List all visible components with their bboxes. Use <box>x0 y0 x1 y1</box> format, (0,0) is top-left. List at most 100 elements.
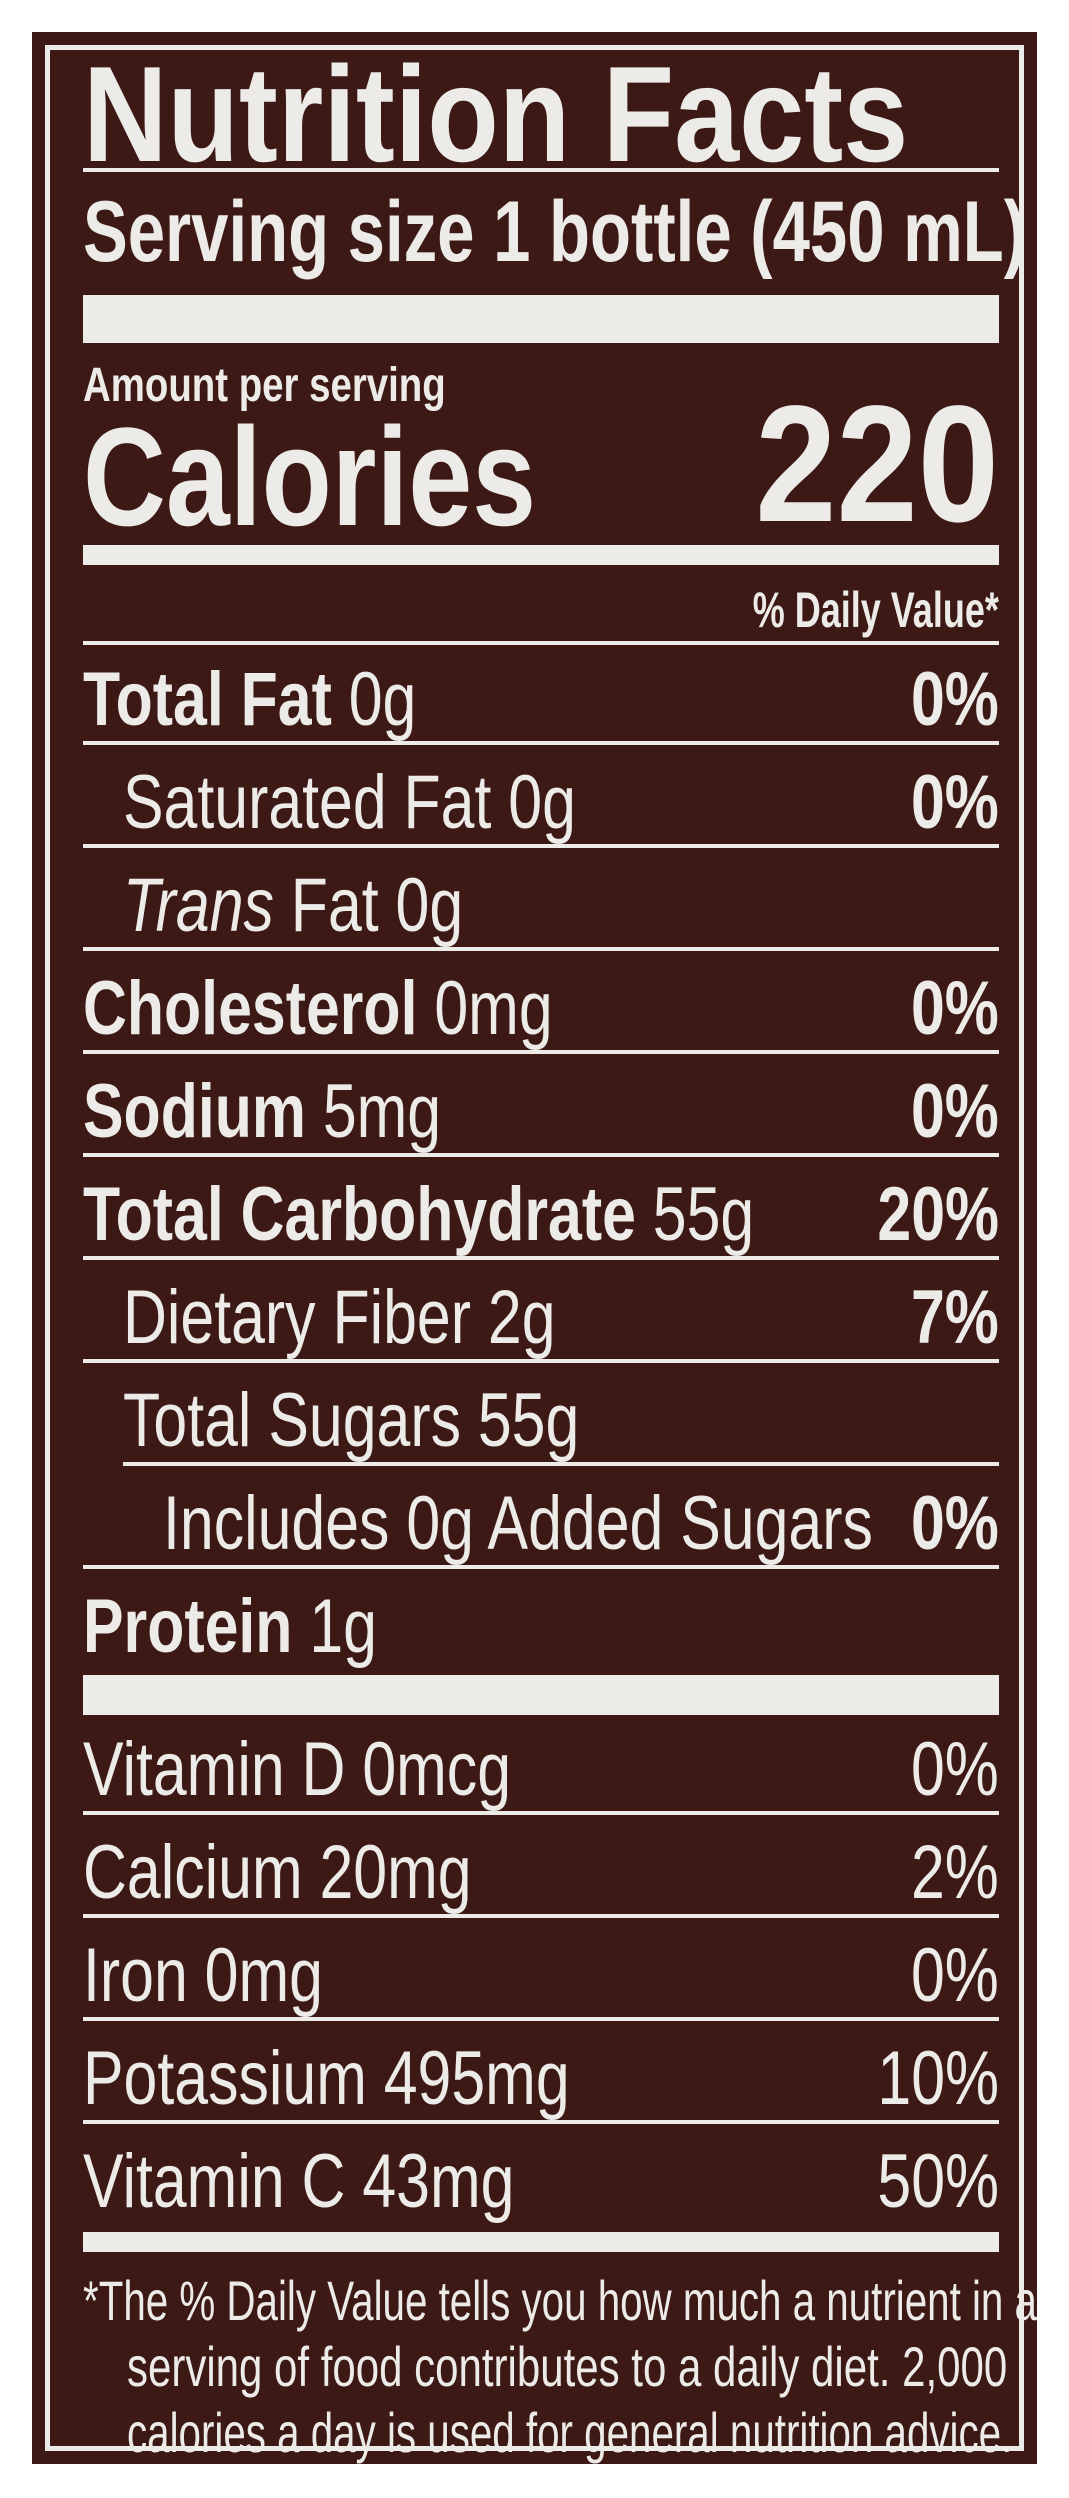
nutrient-row: Cholesterol 0mg 0% <box>83 954 999 1054</box>
nutrient-row: Sodium 5mg 0% <box>83 1057 999 1157</box>
vitamin-row: Calcium 20mg 2% <box>83 1818 999 1918</box>
vitamin-daily-value: 0% <box>889 1931 999 2021</box>
vitamin-label: Potassium 495mg <box>83 2034 691 2124</box>
nutrient-amount: 0g <box>395 863 464 948</box>
nutrient-daily-value: 0% <box>889 964 999 1054</box>
row-divider <box>123 1462 999 1466</box>
vitamin-label-text: Iron 0mg <box>83 1933 323 2018</box>
nutrient-label: Trans Fat 0g <box>123 861 548 951</box>
nutrient-row: Total Fat 0g 0% <box>83 645 999 745</box>
daily-value-text: 0% <box>911 1069 999 1154</box>
footnote-text: *The % Daily Value tells you how much a … <box>83 2269 1037 2332</box>
vitamin-row: Vitamin D 0mcg 0% <box>83 1715 999 1815</box>
nutrient-row: Total Sugars 55g <box>83 1366 999 1466</box>
footnote-text: serving of food contributes to a daily d… <box>127 2335 1008 2398</box>
vitamin-daily-value: 50% <box>847 2137 999 2227</box>
divider <box>83 168 999 172</box>
vitamin-label-text: Vitamin C 43mg <box>83 2139 515 2224</box>
row-divider <box>83 1565 999 1569</box>
row-divider <box>83 1811 999 1815</box>
nutrient-name: Protein <box>83 1584 293 1669</box>
nutrient-row: Trans Fat 0g <box>83 851 999 951</box>
vitamin-daily-value: 0% <box>889 1725 999 1815</box>
serving-size-text: Serving size 1 bottle (450 mL) <box>83 184 1027 280</box>
nutrient-name: Total Carbohydrate <box>83 1172 636 1257</box>
nutrient-row: Includes 0g Added Sugars 0% <box>83 1469 999 1569</box>
vitamin-label-text: Potassium 495mg <box>83 2036 570 2121</box>
nutrient-name: Total Fat <box>83 657 332 742</box>
nutrient-daily-value: 0% <box>889 758 999 848</box>
footnote-line: calories a day is used for general nutri… <box>83 2400 1012 2466</box>
vitamin-label: Iron 0mg <box>83 1931 383 2021</box>
nutrient-label: Protein 1g <box>83 1582 450 1672</box>
daily-value-text: 0% <box>911 657 999 742</box>
daily-value-header: % Daily Value* <box>657 580 999 640</box>
nutrient-daily-value: 0% <box>889 655 999 745</box>
daily-value-text: 2% <box>911 1830 999 1915</box>
nutrient-label: Cholesterol 0mg <box>83 964 670 1054</box>
nutrient-daily-value: 7% <box>889 1273 999 1363</box>
footnote-line: *The % Daily Value tells you how much a … <box>83 2268 1037 2334</box>
nutrient-row: Dietary Fiber 2g 7% <box>83 1263 999 1363</box>
daily-value-text: 10% <box>877 2036 999 2121</box>
vitamin-label: Vitamin C 43mg <box>83 2137 622 2227</box>
nutrient-amount: 0g <box>508 760 576 845</box>
vitamin-label: Vitamin D 0mcg <box>83 1725 618 1815</box>
medium-divider <box>83 545 999 565</box>
row-divider <box>83 1050 999 1054</box>
medium-divider <box>83 2232 999 2252</box>
daily-value-text: 0% <box>911 1933 999 2018</box>
nutrient-label: Saturated Fat 0g <box>123 758 689 848</box>
footnote: *The % Daily Value tells you how much a … <box>83 2268 1037 2466</box>
nutrient-name: Sodium <box>83 1069 306 1154</box>
nutrient-amount: 55g <box>477 1378 580 1463</box>
vitamin-label: Calcium 20mg <box>83 1828 569 1918</box>
vitamin-label-text: Calcium 20mg <box>83 1830 472 1915</box>
title-text: Nutrition Facts <box>83 38 909 190</box>
row-divider <box>83 1359 999 1363</box>
row-divider <box>83 741 999 745</box>
daily-value-text: 7% <box>911 1275 999 1360</box>
thick-divider <box>83 295 999 343</box>
vitamin-label-text: Vitamin D 0mcg <box>83 1727 512 1812</box>
nutrient-amount: 55g <box>652 1172 755 1257</box>
nutrient-row: Protein 1g <box>83 1572 999 1672</box>
nutrient-amount: 5mg <box>322 1069 442 1154</box>
nutrient-name: Fat <box>273 863 379 948</box>
daily-value-header-text: % Daily Value* <box>752 582 999 638</box>
nutrient-label: Dietary Fiber 2g <box>123 1273 664 1363</box>
daily-value-text: 0% <box>911 1481 999 1566</box>
nutrient-label: Total Carbohydrate 55g <box>83 1170 922 1260</box>
nutrient-name: Cholesterol <box>83 966 418 1051</box>
calories-value: 220 <box>722 380 999 550</box>
nutrient-label: Total Sugars 55g <box>123 1376 693 1466</box>
nutrient-row: Total Carbohydrate 55g 20% <box>83 1160 999 1260</box>
daily-value-text: 0% <box>911 1727 999 1812</box>
amount-per-serving: Amount per serving <box>83 358 536 414</box>
vitamin-row: Iron 0mg 0% <box>83 1921 999 2021</box>
nutrition-facts-label: Nutrition Facts Serving size 1 bottle (4… <box>32 32 1037 2464</box>
nutrient-amount: 0mg <box>434 966 553 1051</box>
daily-value-text: 50% <box>877 2139 999 2224</box>
calories-label-text: Calories <box>83 398 537 555</box>
nutrient-row: Saturated Fat 0g 0% <box>83 748 999 848</box>
vitamin-row: Potassium 495mg 10% <box>83 2024 999 2124</box>
calories-value-text: 220 <box>755 372 999 557</box>
row-divider <box>83 2120 999 2124</box>
nutrient-name: Total Sugars <box>123 1378 461 1463</box>
nutrient-daily-value: 0% <box>889 1479 999 1569</box>
footnote-line: serving of food contributes to a daily d… <box>83 2334 1007 2400</box>
label-border <box>45 45 1024 2451</box>
nutrient-label: Includes 0g Added Sugars <box>163 1479 1050 1569</box>
amount-per-serving-text: Amount per serving <box>83 359 446 412</box>
calories-label: Calories <box>83 402 635 552</box>
nutrient-label: Total Fat 0g <box>83 655 500 745</box>
nutrient-amount: 2g <box>487 1275 556 1360</box>
row-divider <box>83 1153 999 1157</box>
nutrient-amount: 0g <box>348 657 417 742</box>
row-divider <box>83 947 999 951</box>
vitamin-daily-value: 2% <box>889 1828 999 1918</box>
nutrient-name: Saturated Fat <box>123 760 492 845</box>
row-divider <box>83 1256 999 1260</box>
footnote-text: calories a day is used for general nutri… <box>127 2401 1013 2464</box>
